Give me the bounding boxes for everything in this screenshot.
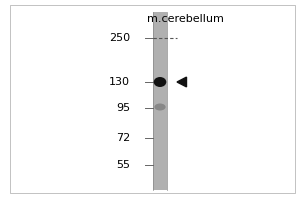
Ellipse shape [154,77,166,87]
Text: 95: 95 [116,103,130,113]
Text: 55: 55 [116,160,130,170]
Bar [153,12,167,190]
Ellipse shape [154,104,166,110]
Text: 250: 250 [109,33,130,43]
Text: 130: 130 [109,77,130,87]
Text: m.cerebellum: m.cerebellum [147,14,224,24]
Polygon shape [177,77,187,87]
Text: 72: 72 [116,133,130,143]
